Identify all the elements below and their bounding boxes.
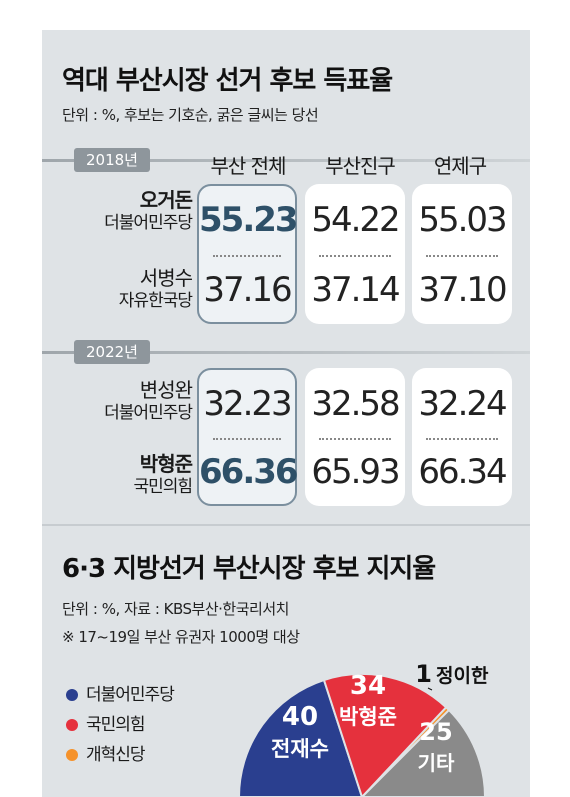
pie-name-label: 전재수	[271, 737, 329, 761]
candidate-label-park-hyung-joon: 박형준 국민의힘	[42, 452, 193, 498]
legend-label: 개혁신당	[86, 745, 146, 765]
candidate-label-seo-byung-soo: 서병수 자유한국당	[42, 266, 193, 312]
candidate-label-byun-seong-wan: 변성완 더불어민주당	[42, 378, 193, 424]
pie-slice-1	[322, 673, 448, 797]
pie-slice-3	[360, 708, 487, 797]
pie-sample-note: ※ 17~19일 부산 유권자 1000명 대상	[62, 628, 300, 646]
year-band-2022: 2022년	[42, 340, 530, 364]
pie-name-label: 기타	[418, 751, 455, 775]
card-2022-busan-total: 32.23 66.36	[197, 368, 299, 506]
section-divider	[42, 524, 530, 526]
candidate-party: 자유한국당	[118, 291, 193, 311]
candidate-name: 변성완	[139, 378, 193, 402]
value-cell: 37.10	[418, 270, 507, 310]
candidate-party: 더불어민주당	[104, 403, 193, 423]
value-cell: 37.16	[203, 270, 292, 310]
value-cell: 32.58	[311, 384, 400, 424]
value-cell: 66.36	[199, 452, 299, 492]
table-unit-note: 단위 : %, 후보는 기호순, 굵은 글씨는 당선	[62, 106, 319, 124]
value-cell: 32.24	[418, 384, 507, 424]
pie-title: 6·3 지방선거 부산시장 후보 지지율	[62, 554, 436, 584]
card-2022-busanjin-gu: 32.58 65.93	[305, 368, 405, 506]
pie-value-label: 34	[350, 671, 386, 701]
legend-swatch	[66, 719, 78, 731]
pie-value-label: 40	[282, 702, 318, 732]
value-cell: 55.03	[418, 200, 507, 240]
value-cell: 66.34	[418, 452, 507, 492]
candidate-name: 박형준	[139, 452, 193, 476]
column-header-busanjin-gu: 부산진구	[325, 154, 396, 178]
legend-swatch	[66, 689, 78, 701]
value-cell: 37.14	[311, 270, 400, 310]
year-label-2018: 2018년	[74, 148, 150, 172]
candidate-label-oh-keo-don: 오거돈 더불어민주당	[42, 188, 193, 234]
legend-item-reform: 개혁신당	[66, 740, 146, 765]
table-title: 역대 부산시장 선거 후보 득표율	[62, 66, 393, 96]
card-2018-busanjin-gu: 54.22 37.14	[305, 184, 405, 324]
pie-value-label: 25	[419, 718, 452, 746]
pie-name-label: 정이한	[436, 665, 489, 687]
pie-leader-line	[427, 687, 433, 691]
legend-label: 더불어민주당	[86, 685, 175, 705]
candidate-party: 국민의힘	[133, 477, 193, 497]
legend-swatch	[66, 749, 78, 761]
column-header-yeonje-gu: 연제구	[433, 154, 487, 178]
card-2018-busan-total: 55.23 37.16	[197, 184, 299, 324]
pie-value-label: 1	[415, 660, 432, 688]
card-2018-yeonje-gu: 55.03 37.10	[412, 184, 512, 324]
pie-name-label: 박형준	[339, 705, 397, 729]
value-cell: 55.23	[199, 200, 299, 240]
candidate-name: 오거돈	[139, 188, 193, 212]
year-label-2022: 2022년	[74, 340, 150, 364]
legend-item-democratic: 더불어민주당	[66, 680, 175, 705]
legend-label: 국민의힘	[86, 715, 146, 735]
candidate-name: 서병수	[139, 266, 193, 290]
legend-item-ppp: 국민의힘	[66, 710, 146, 735]
value-cell: 32.23	[203, 384, 292, 424]
pie-source-note: 단위 : %, 자료 : KBS부산·한국리서치	[62, 600, 289, 618]
pie-slice-0	[237, 678, 364, 797]
year-band-2018: 2018년	[42, 148, 530, 172]
value-cell: 54.22	[311, 200, 400, 240]
column-header-busan-total: 부산 전체	[210, 154, 287, 178]
value-cell: 65.93	[311, 452, 400, 492]
card-2022-yeonje-gu: 32.24 66.34	[412, 368, 512, 506]
candidate-party: 더불어민주당	[104, 213, 193, 233]
